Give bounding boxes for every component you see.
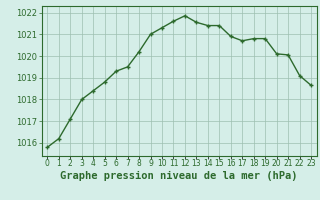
X-axis label: Graphe pression niveau de la mer (hPa): Graphe pression niveau de la mer (hPa) bbox=[60, 171, 298, 181]
